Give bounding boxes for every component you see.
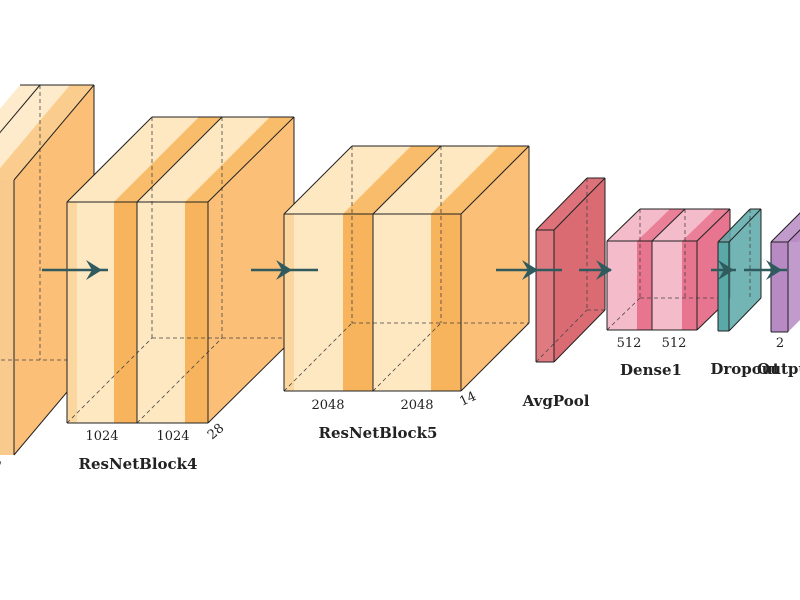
output: 2 Output — [757, 212, 800, 378]
arrow-avgpool-to-dense1 — [579, 260, 612, 280]
resnetblock4-depth-label: 28 — [205, 421, 227, 443]
dense1: 512 512 Dense1 — [606, 208, 731, 379]
resnetblock5-width-label-2: 2048 — [400, 398, 433, 413]
resnetblock5-title: ResNetBlock5 — [319, 424, 438, 442]
connections — [42, 260, 787, 280]
dense1-width-label-1: 512 — [617, 336, 642, 351]
output-width-label: 2 — [776, 336, 784, 351]
resnetblock5: 2048 2048 14 ResNetBlock5 — [283, 145, 530, 442]
arrow-dropout-to-output — [744, 260, 787, 280]
dense1-width-label-2: 512 — [662, 336, 687, 351]
resnetblock5-depth-label: 14 — [457, 389, 478, 410]
resnetblock4-width-label-1: 1024 — [85, 429, 118, 444]
arrow-dense1-to-dropout — [711, 260, 736, 280]
arrow-block4-to-block5 — [251, 260, 318, 280]
resnetblock4-width-label-2: 1024 — [156, 429, 189, 444]
resnetblock5-width-label-1: 2048 — [311, 398, 344, 413]
resnetblock4-title: ResNetBlock4 — [79, 455, 198, 473]
dropout-title: Dropout — [710, 360, 779, 378]
dense1-title: Dense1 — [620, 361, 682, 379]
arrow-block3-to-block4 — [42, 260, 108, 280]
avgpool: AvgPool — [522, 177, 606, 410]
block3-depth-label: 6 — [0, 455, 6, 470]
output-title: Output — [757, 360, 800, 378]
resnetblock4: 1024 1024 28 ResNetBlock4 — [66, 116, 295, 473]
avgpool-title: AvgPool — [522, 392, 590, 410]
arrow-block5-to-avgpool — [496, 260, 562, 280]
